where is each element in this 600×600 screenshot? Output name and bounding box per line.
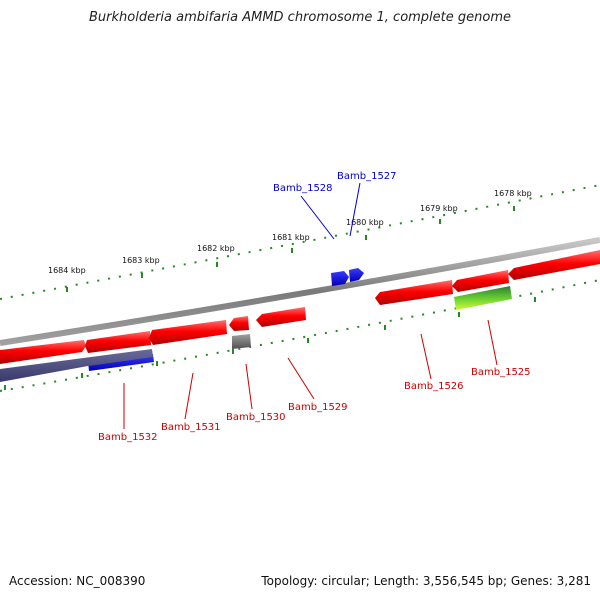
leader-Bamb_1529 <box>287 357 315 400</box>
gene-label-Bamb_1528[interactable]: Bamb_1528 <box>273 183 333 194</box>
leader-Bamb_1525 <box>487 319 498 366</box>
tick-label-1680: 1680 kbp <box>346 218 384 227</box>
gene-leader-lines <box>123 182 498 429</box>
map-title: Burkholderia ambifaria AMMD chromosome 1… <box>88 10 512 25</box>
gene-feature-red-right[interactable] <box>508 250 600 280</box>
gene-label-Bamb_1525[interactable]: Bamb_1525 <box>471 367 531 378</box>
gene-feature-Bamb_1532[interactable] <box>0 340 86 364</box>
gene-label-Bamb_1530[interactable]: Bamb_1530 <box>226 412 286 423</box>
gene-feature-green-block[interactable] <box>454 286 512 310</box>
tick-label-1682: 1682 kbp <box>197 244 235 253</box>
tick-label-1679: 1679 kbp <box>420 204 458 213</box>
gene-label-Bamb_1532[interactable]: Bamb_1532 <box>98 432 158 443</box>
tick-label-1683: 1683 kbp <box>122 256 160 265</box>
inner-scale-track <box>0 279 600 392</box>
tick-label-1684: 1684 kbp <box>48 266 86 275</box>
chromosome-backbone <box>0 237 600 346</box>
gene-label-Bamb_1527[interactable]: Bamb_1527 <box>337 171 397 182</box>
gene-labels: Bamb_1532 Bamb_1531 Bamb_1530 Bamb_1529 … <box>98 171 531 443</box>
gene-label-Bamb_1529[interactable]: Bamb_1529 <box>288 402 348 413</box>
tick-label-1681: 1681 kbp <box>272 233 310 242</box>
forward-strand-features <box>0 250 600 364</box>
gene-feature-Bamb_1532b[interactable] <box>85 331 151 353</box>
gene-feature-slate-bar[interactable] <box>0 349 153 382</box>
gene-feature-Bamb_1525-red[interactable] <box>452 270 509 292</box>
gene-feature-Bamb_1529[interactable] <box>256 307 306 327</box>
gene-feature-Bamb_1526[interactable] <box>375 280 453 305</box>
leader-Bamb_1530 <box>245 363 253 410</box>
accession-text: Accession: NC_008390 <box>9 574 146 588</box>
gene-label-Bamb_1531[interactable]: Bamb_1531 <box>161 422 221 433</box>
gene-feature-Bamb_1528[interactable] <box>331 271 349 286</box>
leader-Bamb_1526 <box>420 333 432 380</box>
gene-feature-Bamb_1530[interactable] <box>229 316 249 331</box>
gene-feature-Bamb_1531[interactable] <box>149 320 227 345</box>
gene-label-Bamb_1526[interactable]: Bamb_1526 <box>404 381 464 392</box>
gene-feature-Bamb_1527[interactable] <box>349 268 364 282</box>
gene-feature-grey-block[interactable] <box>232 334 251 349</box>
leader-Bamb_1528 <box>300 195 335 240</box>
outer-scale-track <box>0 184 600 300</box>
tick-label-1678: 1678 kbp <box>494 189 532 198</box>
leader-Bamb_1531 <box>184 372 194 420</box>
genome-summary-text: Topology: circular; Length: 3,556,545 bp… <box>261 574 591 588</box>
leader-Bamb_1527 <box>349 182 361 237</box>
inner-row-features <box>0 286 512 382</box>
